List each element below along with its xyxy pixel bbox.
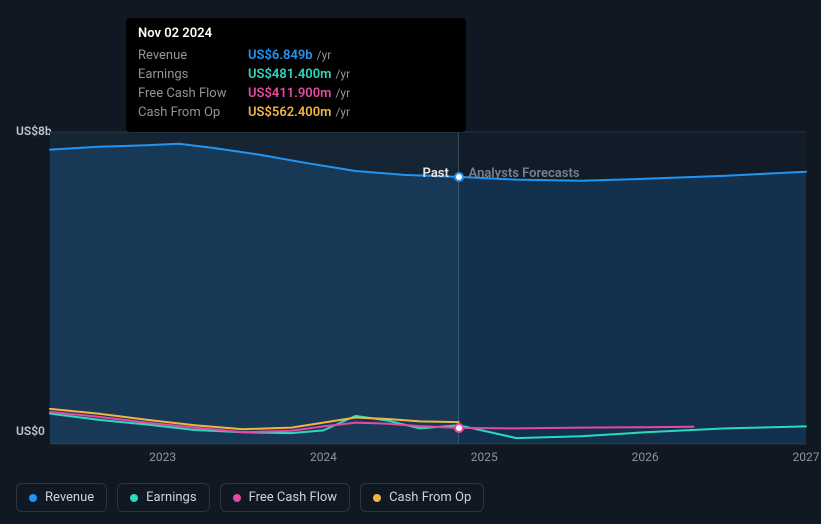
x-axis-tick: 2026	[632, 450, 659, 464]
legend-item-label: Revenue	[45, 490, 94, 505]
y-axis-label-zero: US$0	[16, 424, 45, 438]
tooltip-row: Free Cash FlowUS$411.900m/yr	[138, 85, 454, 104]
legend-item-earnings[interactable]: Earnings	[117, 483, 209, 512]
tooltip-row-label: Earnings	[138, 66, 248, 85]
legend-item-label: Free Cash Flow	[249, 490, 337, 505]
legend-dot-icon	[233, 494, 241, 502]
zone-label-forecast: Analysts Forecasts	[469, 166, 580, 181]
legend-item-label: Cash From Op	[389, 490, 471, 505]
tooltip-row-label: Free Cash Flow	[138, 85, 248, 104]
y-axis-label-max: US$8b	[16, 124, 52, 138]
tooltip-row: Cash From OpUS$562.400m/yr	[138, 104, 454, 123]
x-axis-tick: 2025	[471, 450, 498, 464]
legend-dot-icon	[130, 494, 138, 502]
chart-tooltip: Nov 02 2024 RevenueUS$6.849b/yrEarningsU…	[126, 18, 466, 132]
marker-revenue	[454, 172, 464, 182]
tooltip-row-label: Cash From Op	[138, 104, 248, 123]
zone-label-past: Past	[423, 166, 449, 181]
tooltip-row-unit: /yr	[335, 85, 350, 102]
marker-fcf	[454, 423, 464, 433]
legend-item-label: Earnings	[146, 490, 196, 505]
tooltip-row-value: US$6.849b	[248, 47, 313, 66]
tooltip-row-value: US$481.400m	[248, 66, 331, 85]
tooltip-row: RevenueUS$6.849b/yr	[138, 47, 454, 66]
tooltip-row-label: Revenue	[138, 47, 248, 66]
tooltip-row-value: US$411.900m	[248, 85, 331, 104]
legend-item-cfo[interactable]: Cash From Op	[360, 483, 484, 512]
tooltip-row: EarningsUS$481.400m/yr	[138, 66, 454, 85]
tooltip-date: Nov 02 2024	[138, 26, 454, 41]
legend-dot-icon	[29, 494, 37, 502]
financial-chart: US$8b US$0 Past Analysts Forecasts 2023 2…	[16, 120, 806, 480]
x-axis-tick: 2027	[793, 450, 820, 464]
tooltip-row-unit: /yr	[335, 104, 350, 121]
x-axis-tick: 2024	[310, 450, 337, 464]
plot-area[interactable]: Past Analysts Forecasts	[50, 132, 806, 444]
chart-legend: Revenue Earnings Free Cash Flow Cash From O…	[16, 483, 484, 512]
tooltip-row-unit: /yr	[335, 66, 350, 83]
x-axis-tick: 2023	[149, 450, 176, 464]
tooltip-row-unit: /yr	[317, 47, 332, 64]
legend-item-revenue[interactable]: Revenue	[16, 483, 107, 512]
legend-dot-icon	[373, 494, 381, 502]
tooltip-row-value: US$562.400m	[248, 104, 331, 123]
legend-item-fcf[interactable]: Free Cash Flow	[220, 483, 350, 512]
